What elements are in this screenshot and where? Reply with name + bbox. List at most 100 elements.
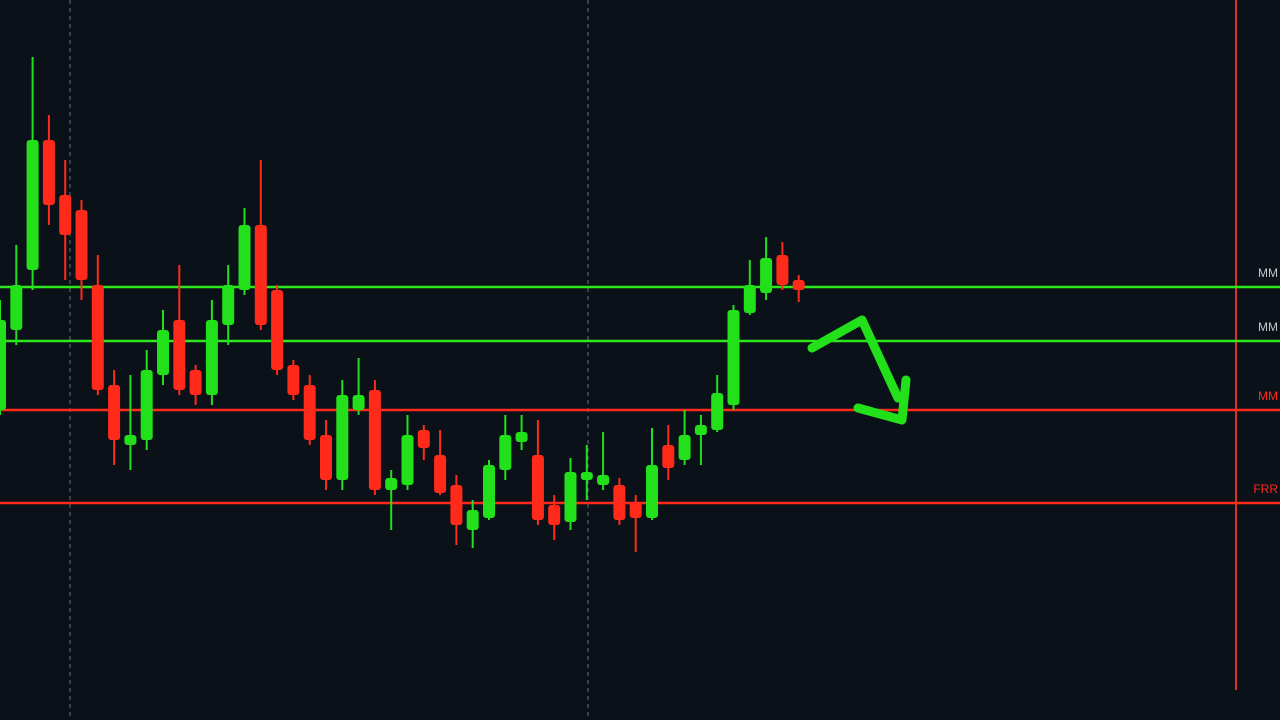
candle-body [205, 320, 218, 395]
candle-body [124, 435, 137, 445]
candle-body [434, 455, 447, 493]
candle-body [0, 320, 6, 410]
candle-body [548, 505, 561, 525]
candle [91, 255, 104, 395]
candle [303, 375, 316, 445]
candle [222, 265, 235, 345]
candle-body [629, 502, 642, 518]
candle [254, 160, 267, 330]
candle-body [271, 290, 284, 370]
candle-body [157, 330, 169, 375]
candle-body [75, 210, 88, 280]
candle-body [91, 285, 104, 390]
candle-body [303, 385, 316, 440]
candle-body [743, 285, 756, 313]
candle-body [483, 465, 495, 518]
candle-body [189, 370, 202, 395]
candle-body [287, 365, 300, 395]
candle [580, 445, 593, 500]
candle [238, 208, 251, 295]
candle [336, 380, 349, 490]
candle-body [531, 455, 544, 520]
candle-body [320, 435, 332, 480]
candle-body [792, 280, 805, 290]
candle [597, 432, 610, 490]
candle [776, 242, 789, 290]
candle-body [662, 445, 675, 468]
level-label: MM [1258, 320, 1278, 334]
candle [352, 358, 365, 415]
candle [205, 300, 218, 405]
candle-body [694, 425, 707, 435]
candle [385, 470, 398, 530]
candle-body [646, 465, 658, 518]
candle [678, 410, 691, 465]
candle-body [385, 478, 398, 490]
candle-body [466, 510, 479, 530]
candle-body [417, 430, 430, 448]
candle [629, 495, 642, 552]
candle [694, 415, 707, 465]
candle [0, 300, 6, 415]
candle-body [26, 140, 39, 270]
candle-body [499, 435, 512, 470]
candle [320, 420, 332, 490]
candle-body [59, 195, 72, 235]
candle [42, 115, 55, 225]
level-label: FRR [1253, 482, 1278, 496]
candle [483, 460, 495, 520]
candle-body [727, 310, 740, 405]
candle-body [450, 485, 463, 525]
candle-body [336, 395, 349, 480]
candle-body [515, 432, 528, 442]
candle-body [352, 395, 365, 410]
candle [613, 478, 626, 525]
candle [450, 475, 463, 545]
candle [173, 265, 186, 395]
candle-body [678, 435, 691, 460]
candle [792, 275, 805, 302]
candle [499, 415, 512, 480]
candle-body [42, 140, 55, 205]
candle-body [368, 390, 381, 490]
candle [548, 495, 561, 540]
candle-body [10, 285, 23, 330]
candle [760, 237, 773, 300]
level-label: MM [1258, 389, 1278, 403]
candle-body [597, 475, 610, 485]
candle [157, 310, 169, 385]
direction-arrow [807, 315, 911, 425]
candle-body [776, 255, 789, 285]
candle [401, 415, 414, 490]
candle [727, 305, 740, 410]
candle [26, 57, 39, 290]
candle-body [401, 435, 414, 485]
candle [531, 420, 544, 525]
level-label: MM [1258, 266, 1278, 280]
candle [287, 360, 300, 400]
candle-body [760, 258, 773, 293]
candle-body [238, 225, 251, 290]
candle [10, 245, 23, 345]
candle [711, 375, 724, 432]
candle [189, 365, 202, 405]
candle [108, 370, 121, 465]
candle [662, 425, 675, 480]
candle [368, 380, 381, 495]
candle [124, 375, 137, 470]
candle [75, 200, 88, 300]
candle [417, 425, 430, 460]
candle [434, 430, 447, 495]
candle-body [711, 393, 724, 430]
candle [140, 350, 153, 450]
candle [564, 458, 577, 530]
candle [59, 160, 72, 280]
candle-body [222, 285, 235, 325]
candle-body [613, 485, 626, 520]
levels: MM MM MM FRR [0, 266, 1280, 505]
candle-body [108, 385, 121, 440]
candle-body [564, 472, 577, 522]
